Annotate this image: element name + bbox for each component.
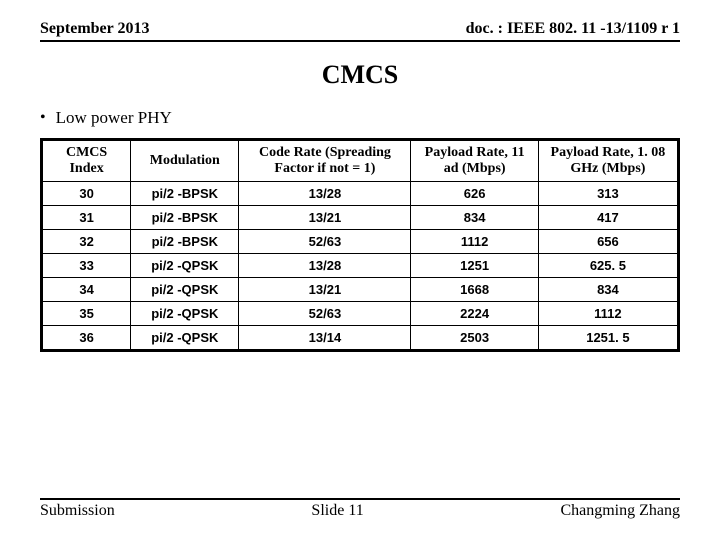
section-row: • Low power PHY [40,108,680,128]
table-cell: 1112 [538,302,678,326]
table-cell: 1112 [411,230,538,254]
table-cell: 34 [42,278,131,302]
footer-row: Submission Slide 11 Changming Zhang [40,498,680,520]
table-cell: 13/21 [239,278,411,302]
footer-center: Slide 11 [311,502,363,520]
header-row: September 2013 doc. : IEEE 802. 11 -13/1… [40,20,680,42]
table-cell: 1251 [411,254,538,278]
table-cell: 31 [42,206,131,230]
table-cell: 13/28 [239,254,411,278]
table-cell: 313 [538,182,678,206]
table-cell: 52/63 [239,302,411,326]
footer-right: Changming Zhang [560,502,680,520]
table-body: 30pi/2 -BPSK13/2862631331pi/2 -BPSK13/21… [42,182,679,351]
table-row: 32pi/2 -BPSK52/631112656 [42,230,679,254]
table-cell: 2224 [411,302,538,326]
table-cell: 834 [411,206,538,230]
table-header-row: CMCS IndexModulationCode Rate (Spreading… [42,140,679,182]
table-cell: 35 [42,302,131,326]
table-cell: 33 [42,254,131,278]
table-cell: pi/2 -QPSK [131,278,239,302]
table-cell: 656 [538,230,678,254]
table-cell: 834 [538,278,678,302]
table-header-cell: Payload Rate, 1. 08 GHz (Mbps) [538,140,678,182]
table-cell: 52/63 [239,230,411,254]
table-cell: pi/2 -QPSK [131,326,239,351]
table-row: 35pi/2 -QPSK52/6322241112 [42,302,679,326]
table-header-cell: Code Rate (Spreading Factor if not = 1) [239,140,411,182]
table-cell: 626 [411,182,538,206]
table-cell: 1668 [411,278,538,302]
table-cell: 417 [538,206,678,230]
table-cell: 625. 5 [538,254,678,278]
table-cell: 13/14 [239,326,411,351]
bullet-icon: • [40,110,46,126]
footer-left: Submission [40,502,115,520]
header-date: September 2013 [40,20,149,38]
table-cell: 32 [42,230,131,254]
table-cell: 30 [42,182,131,206]
table-cell: pi/2 -BPSK [131,206,239,230]
table-cell: pi/2 -QPSK [131,254,239,278]
section-label: Low power PHY [56,108,172,128]
table-cell: 13/21 [239,206,411,230]
page-title: CMCS [40,60,680,90]
header-docid: doc. : IEEE 802. 11 -13/1109 r 1 [466,20,680,38]
table-cell: 1251. 5 [538,326,678,351]
table-cell: 2503 [411,326,538,351]
table-row: 36pi/2 -QPSK13/1425031251. 5 [42,326,679,351]
table-cell: pi/2 -BPSK [131,230,239,254]
table-cell: pi/2 -QPSK [131,302,239,326]
table-row: 30pi/2 -BPSK13/28626313 [42,182,679,206]
cmcs-table: CMCS IndexModulationCode Rate (Spreading… [40,138,680,352]
table-row: 33pi/2 -QPSK13/281251625. 5 [42,254,679,278]
table-header-cell: CMCS Index [42,140,131,182]
table-cell: pi/2 -BPSK [131,182,239,206]
table-header-cell: Payload Rate, 11 ad (Mbps) [411,140,538,182]
table-row: 34pi/2 -QPSK13/211668834 [42,278,679,302]
table-cell: 36 [42,326,131,351]
table-cell: 13/28 [239,182,411,206]
table-header-cell: Modulation [131,140,239,182]
table-row: 31pi/2 -BPSK13/21834417 [42,206,679,230]
